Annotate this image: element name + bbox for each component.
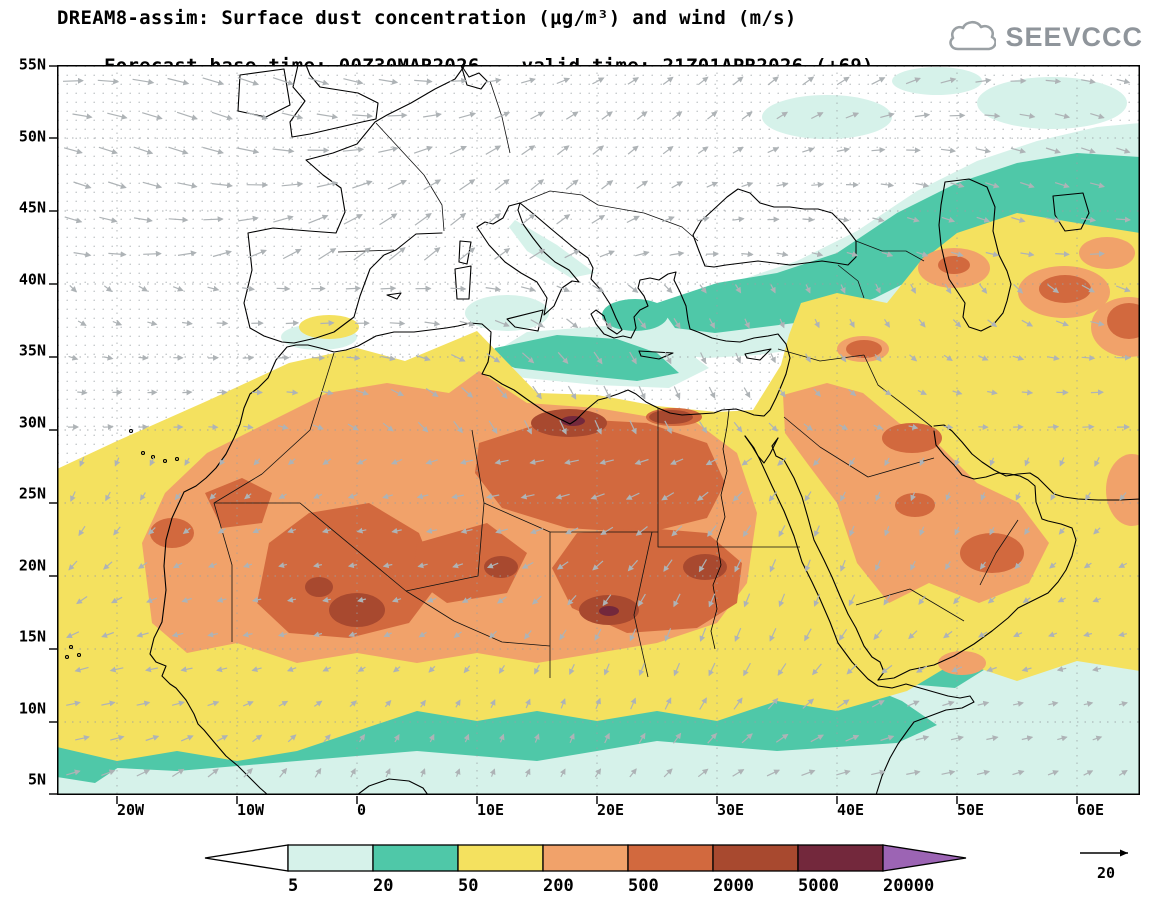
wind-reference: 20 [1080,849,1128,882]
lat-label-0: 55N [18,55,46,74]
dust-region-500-2000 [150,256,1140,638]
legend-segment-500-2000 [627,844,714,872]
legend-segment-below-5 [204,844,289,872]
legend-segment-50-200 [457,844,544,872]
dust-region-5000-20000 [561,416,619,616]
lat-label-10: 5N [27,770,46,789]
dust-map [57,65,1140,795]
cloud-icon [949,20,997,51]
lat-label-2: 45N [18,198,46,217]
coastlines [64,65,1140,795]
lat-label-3: 40N [18,270,46,288]
legend-segment-5-20 [287,844,374,872]
lat-label-6: 25N [18,484,46,503]
legend-segment-200-500 [542,844,629,872]
lat-label-9: 10N [18,699,46,717]
lat-label-1: 50N [18,127,46,145]
legend-segment-2000-5000 [712,844,799,872]
wind-reference-value: 20 [1097,864,1115,882]
lat-axis-ticks [49,65,57,795]
lat-label-7: 20N [18,556,46,574]
logo-text: SEEVCCC [1005,21,1143,52]
lat-axis-labels: 55N 50N 45N 40N 35N 30N 25N 20N 15N 10N 5N [4,57,46,795]
lat-label-5: 30N [18,413,46,431]
concentration-colorbar [204,844,967,872]
legend-segment-5000-20000 [797,844,884,872]
nile-river [710,409,730,650]
page-title: DREAM8-assim: Surface dust concentration… [57,7,797,29]
wind-reference-arrowhead [1120,849,1128,857]
lat-label-4: 35N [18,341,46,360]
colorbar-tick-labels: 5 20 50 200 500 2000 5000 20000 [288,876,935,896]
lon-axis-ticks [116,796,1078,804]
legend-segment-20-50 [372,844,459,872]
legend-segment-above-20000 [882,844,967,872]
wind-vector-layer [62,76,1131,778]
dust-map-canvas [57,65,1140,795]
lat-label-8: 15N [18,627,46,646]
map-frame [57,65,1140,795]
seevccc-logo: SEEVCCC [946,20,1143,54]
